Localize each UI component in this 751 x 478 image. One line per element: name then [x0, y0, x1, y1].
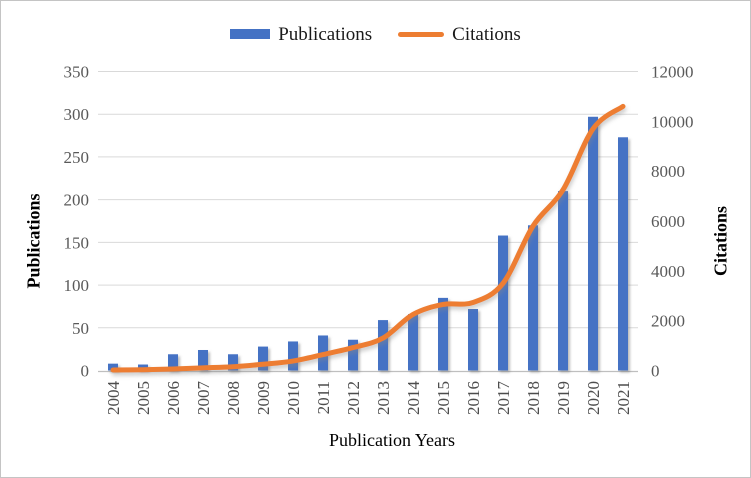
left-axis-tick-label: 300 — [64, 105, 90, 124]
x-axis-tick-label: 2020 — [584, 381, 603, 415]
bar-2014 — [408, 314, 418, 371]
right-axis-tick-label: 4000 — [651, 262, 685, 281]
x-axis-tick-label: 2006 — [164, 381, 183, 415]
bar-2021 — [618, 137, 628, 371]
left-axis-tick-label: 150 — [64, 233, 90, 252]
x-axis-tick-label: 2010 — [284, 381, 303, 415]
bar-2019 — [558, 191, 568, 371]
right-axis-tick-label: 6000 — [651, 212, 685, 231]
bar-2016 — [468, 308, 478, 371]
right-axis-tick-label: 10000 — [651, 112, 694, 131]
bar-2015 — [438, 297, 448, 371]
legend-label-publications: Publications — [278, 23, 373, 45]
legend-item-citations: Citations — [398, 25, 521, 44]
bar-2020 — [588, 116, 598, 371]
bar-2012 — [348, 339, 358, 371]
x-axis-tick-label: 2008 — [224, 381, 243, 415]
left-axis-tick-label: 350 — [64, 63, 90, 82]
bar-2017 — [498, 235, 508, 371]
x-axis-tick-label: 2014 — [404, 381, 423, 416]
x-axis-tick-label: 2013 — [374, 381, 393, 415]
left-axis-tick-label: 250 — [64, 148, 90, 167]
legend-item-publications: Publications — [230, 25, 372, 44]
bar-2008 — [228, 354, 238, 371]
x-axis-tick-label: 2017 — [494, 381, 513, 416]
left-axis-tick-label: 50 — [72, 319, 89, 338]
x-axis-tick-label: 2012 — [344, 381, 363, 415]
x-axis-title: Publication Years — [329, 430, 455, 450]
right-axis-tick-label: 8000 — [651, 162, 685, 181]
x-axis-tick-label: 2009 — [254, 381, 273, 415]
x-axis-tick-label: 2019 — [554, 381, 573, 415]
bar-2013 — [378, 320, 388, 371]
x-axis-tick-label: 2021 — [614, 381, 633, 415]
right-axis-tick-label: 0 — [651, 362, 660, 381]
left-axis-tick-label: 100 — [64, 276, 90, 295]
right-axis-tick-label: 2000 — [651, 312, 685, 331]
x-axis-tick-label: 2004 — [104, 381, 123, 416]
x-axis-tick-label: 2016 — [464, 381, 483, 415]
x-axis-tick-label: 2007 — [194, 381, 213, 416]
publications-bar-swatch-icon — [230, 29, 271, 39]
bar-2006 — [168, 354, 178, 371]
bar-2010 — [288, 341, 298, 371]
bar-2007 — [198, 349, 208, 371]
citations-line — [110, 103, 626, 373]
chart-legend: Publications Citations — [1, 20, 750, 48]
x-axis-tick-label: 2015 — [434, 381, 453, 415]
legend-label-citations: Citations — [452, 23, 521, 45]
x-axis-tick-label: 2011 — [314, 381, 333, 414]
citations-line-swatch-icon — [398, 31, 445, 37]
left-axis-tick-label: 200 — [64, 191, 90, 210]
right-axis-tick-label: 12000 — [651, 63, 694, 82]
x-axis-tick-label: 2005 — [134, 381, 153, 415]
left-axis-tick-label: 0 — [81, 362, 90, 381]
bar-2004 — [108, 363, 118, 371]
bar-2009 — [258, 346, 268, 371]
bar-2018 — [528, 225, 538, 371]
x-axis-tick-label: 2018 — [524, 381, 543, 415]
